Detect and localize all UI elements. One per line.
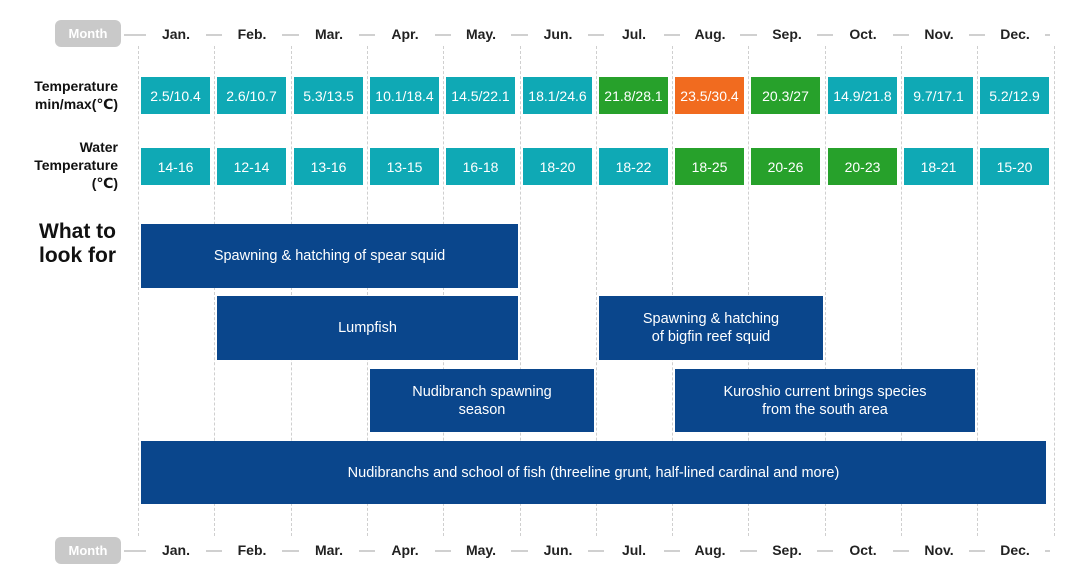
- air-temp-label-line1: Temperature: [34, 78, 118, 94]
- bottom-month-label: Aug.: [680, 541, 740, 559]
- event-label: Nudibranch spawning season: [412, 383, 551, 419]
- event-label-line: season: [458, 401, 506, 418]
- bottom-month-label: Jan.: [146, 541, 206, 559]
- event-bar: Nudibranchs and school of fish (threelin…: [141, 441, 1046, 504]
- month-footer-pill: Month: [55, 537, 121, 564]
- bottom-month-label: Jun.: [528, 541, 588, 559]
- bottom-month-label: Feb.: [222, 541, 282, 559]
- air-temp-cell: 5.2/12.9: [980, 77, 1049, 114]
- month-header-pill: Month: [55, 20, 121, 47]
- event-bar: Nudibranch spawning season: [370, 369, 594, 432]
- event-bar: Kuroshio current brings species from the …: [675, 369, 975, 432]
- air-temp-cell: 18.1/24.6: [523, 77, 592, 114]
- event-label-line: Nudibranchs and school of fish (threelin…: [347, 464, 840, 481]
- water-temp-cell: 12-14: [217, 148, 286, 185]
- water-temp-cell: 14-16: [141, 148, 210, 185]
- event-label: Lumpfish: [338, 319, 397, 337]
- event-bar: Lumpfish: [217, 296, 518, 360]
- event-label-line: Nudibranch spawning: [412, 383, 552, 400]
- event-label: Spawning & hatching of bigfin reef squid: [643, 310, 779, 346]
- month-gridline: [367, 46, 368, 536]
- event-label-line: Spawning & hatching: [642, 311, 780, 327]
- event-label: Nudibranchs and school of fish (threelin…: [348, 464, 840, 482]
- section-title-line2: look for: [39, 244, 116, 267]
- air-temp-cell: 5.3/13.5: [294, 77, 363, 114]
- event-label-line: Spawning & hatching of spear squid: [213, 248, 446, 264]
- water-temp-cell: 13-15: [370, 148, 439, 185]
- event-label: Kuroshio current brings species from the …: [723, 383, 926, 419]
- event-label-line: Lumpfish: [338, 320, 397, 336]
- air-temp-cell: 14.9/21.8: [828, 77, 897, 114]
- top-month-label: Jan.: [146, 25, 206, 43]
- month-gridline: [138, 46, 139, 536]
- air-temp-cell: 20.3/27: [751, 77, 820, 114]
- top-month-label: Dec.: [985, 25, 1045, 43]
- air-temp-cell: 9.7/17.1: [904, 77, 973, 114]
- air-temp-cell: 2.5/10.4: [141, 77, 210, 114]
- air-temp-row-label: Temperature min/max(℃): [8, 77, 118, 113]
- event-bar: Spawning & hatching of spear squid: [141, 224, 518, 288]
- water-temp-cell: 18-22: [599, 148, 668, 185]
- section-title-line1: What to: [39, 220, 116, 243]
- water-temp-cell: 16-18: [446, 148, 515, 185]
- top-month-label: Feb.: [222, 25, 282, 43]
- month-gridline: [672, 46, 673, 536]
- bottom-month-label: May.: [451, 541, 511, 559]
- event-bar: Spawning & hatching of bigfin reef squid: [599, 296, 823, 360]
- top-month-label: Nov.: [909, 25, 969, 43]
- month-gridline: [443, 46, 444, 536]
- air-temp-label-line2: min/max(℃): [34, 96, 118, 112]
- month-gridline: [291, 46, 292, 536]
- top-month-label: Sep.: [757, 25, 817, 43]
- water-temp-row-label: Water Temperature (℃): [8, 138, 118, 192]
- bottom-month-label: Dec.: [985, 541, 1045, 559]
- event-label-line: from the south area: [762, 401, 888, 418]
- month-gridline: [1054, 46, 1055, 536]
- month-gridline: [520, 46, 521, 536]
- bottom-month-label: Sep.: [757, 541, 817, 559]
- top-month-label: Mar.: [299, 25, 359, 43]
- air-temp-cell: 2.6/10.7: [217, 77, 286, 114]
- water-temp-cell: 13-16: [294, 148, 363, 185]
- water-temp-cell: 20-26: [751, 148, 820, 185]
- water-temp-cell: 20-23: [828, 148, 897, 185]
- top-month-label: Aug.: [680, 25, 740, 43]
- water-temp-label-line2: Temperature: [34, 157, 118, 173]
- top-month-label: Jul.: [604, 25, 664, 43]
- bottom-month-label: Apr.: [375, 541, 435, 559]
- water-temp-label-line1: Water: [79, 139, 118, 155]
- event-label-line: of bigfin reef squid: [651, 329, 771, 345]
- water-temp-label-line3: (℃): [91, 175, 118, 191]
- what-to-look-for-title: What to look for: [8, 220, 116, 268]
- bottom-month-label: Nov.: [909, 541, 969, 559]
- bottom-month-label: Jul.: [604, 541, 664, 559]
- event-label-line: Kuroshio current brings species: [723, 383, 927, 400]
- month-gridline: [977, 46, 978, 536]
- top-month-label: May.: [451, 25, 511, 43]
- top-month-label: Apr.: [375, 25, 435, 43]
- air-temp-cell: 21.8/28.1: [599, 77, 668, 114]
- water-temp-cell: 15-20: [980, 148, 1049, 185]
- month-gridline: [214, 46, 215, 536]
- water-temp-cell: 18-25: [675, 148, 744, 185]
- bottom-month-label: Oct.: [833, 541, 893, 559]
- top-month-label: Jun.: [528, 25, 588, 43]
- event-label: Spawning & hatching of spear squid: [214, 247, 445, 265]
- month-gridline: [748, 46, 749, 536]
- air-temp-cell: 14.5/22.1: [446, 77, 515, 114]
- month-gridline: [596, 46, 597, 536]
- air-temp-cell: 23.5/30.4: [675, 77, 744, 114]
- bottom-month-label: Mar.: [299, 541, 359, 559]
- month-gridline: [825, 46, 826, 536]
- water-temp-cell: 18-21: [904, 148, 973, 185]
- month-gridline: [901, 46, 902, 536]
- top-month-label: Oct.: [833, 25, 893, 43]
- water-temp-cell: 18-20: [523, 148, 592, 185]
- air-temp-cell: 10.1/18.4: [370, 77, 439, 114]
